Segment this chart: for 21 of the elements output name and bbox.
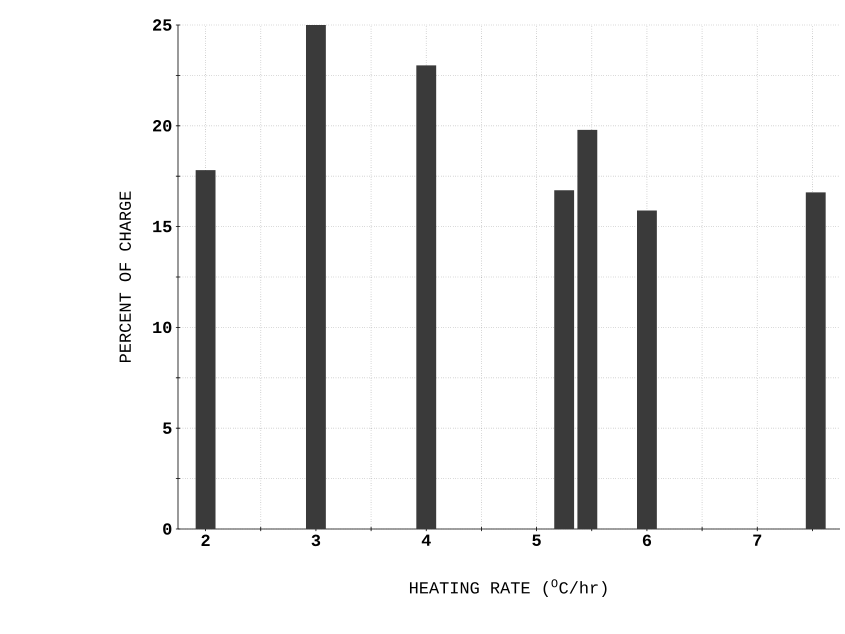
bar (636, 210, 657, 529)
bar (416, 65, 436, 529)
y-tick-label: 20 (153, 120, 172, 132)
y-axis-title: PERCENT OF CHARGE (119, 192, 131, 362)
bar (554, 190, 574, 529)
y-tick-label: 25 (153, 19, 172, 31)
x-tick-label: 3 (312, 534, 320, 546)
bar (806, 192, 826, 529)
x-tick-label: 4 (422, 534, 431, 546)
x-axis-title: HEATING RATE ($^{O}$C/hr) (410, 579, 607, 597)
bar (306, 24, 326, 529)
y-tick-label: 0 (163, 523, 172, 535)
x-tick-label: 6 (642, 534, 652, 546)
bar (577, 130, 598, 529)
x-tick-label: 2 (202, 534, 210, 546)
y-tick-label: 10 (153, 322, 172, 334)
y-tick-label: 5 (163, 422, 172, 434)
x-tick-label: 7 (753, 534, 762, 546)
bar (196, 170, 216, 529)
x-tick-label: 5 (532, 534, 541, 546)
y-tick-label: 15 (153, 220, 172, 232)
